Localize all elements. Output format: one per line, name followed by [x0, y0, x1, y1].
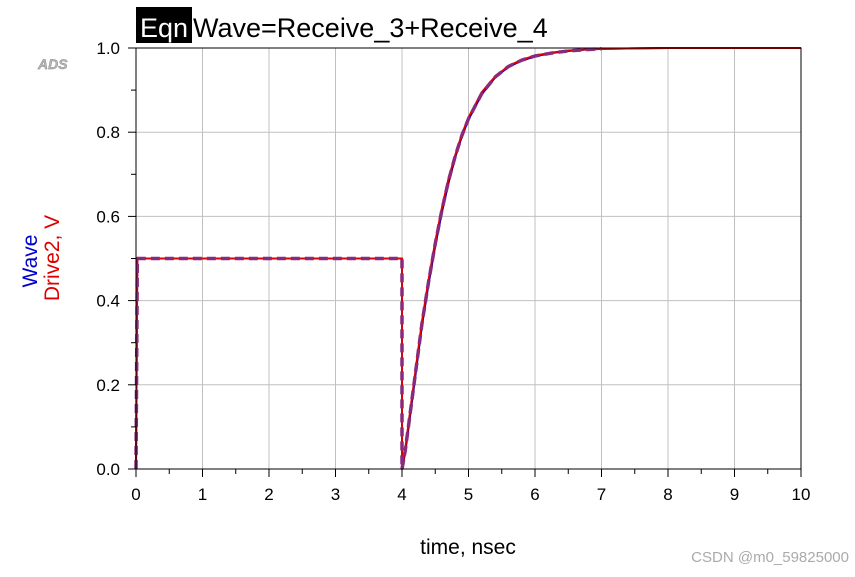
- ads-logo: ADS: [37, 56, 68, 72]
- x-tick-label: 2: [264, 485, 273, 504]
- x-tick-label: 0: [131, 485, 140, 504]
- watermark: CSDN @m0_59825000: [691, 549, 849, 566]
- x-tick-label: 1: [198, 485, 207, 504]
- x-tick-label: 8: [663, 485, 672, 504]
- y-axis-title-drive2: Drive2, V: [41, 215, 64, 301]
- series-layer: [134, 47, 801, 471]
- axes: [128, 47, 802, 477]
- equation-title: Wave=Receive_3+Receive_4: [193, 13, 548, 43]
- x-tick-label: 7: [597, 485, 606, 504]
- y-axis-title-wave: Wave: [19, 235, 42, 288]
- x-tick-label: 4: [397, 485, 406, 504]
- x-tick-label: 5: [464, 485, 473, 504]
- y-tick-label: 1.0: [96, 39, 120, 58]
- y-tick-label: 0.0: [96, 460, 120, 479]
- eqn-badge-bg: [136, 7, 192, 43]
- series-line-wave-dashed: [134, 47, 602, 471]
- x-axis-title: time, nsec: [420, 536, 516, 559]
- x-tick-label: 3: [331, 485, 340, 504]
- y-tick-label: 0.4: [96, 292, 120, 311]
- x-tick-label: 9: [730, 485, 739, 504]
- eqn-badge-label: Eqn: [140, 13, 188, 43]
- tick-labels: 0 1 2 3 4 5 6 7 8 9 10 0.0 0.2 0.4 0.6 0.8 1.0: [96, 39, 810, 504]
- x-tick-label: 6: [530, 485, 539, 504]
- y-tick-label: 0.8: [96, 123, 120, 142]
- y-tick-label: 0.2: [96, 376, 120, 395]
- x-tick-label: 10: [792, 485, 811, 504]
- y-tick-label: 0.6: [96, 207, 120, 226]
